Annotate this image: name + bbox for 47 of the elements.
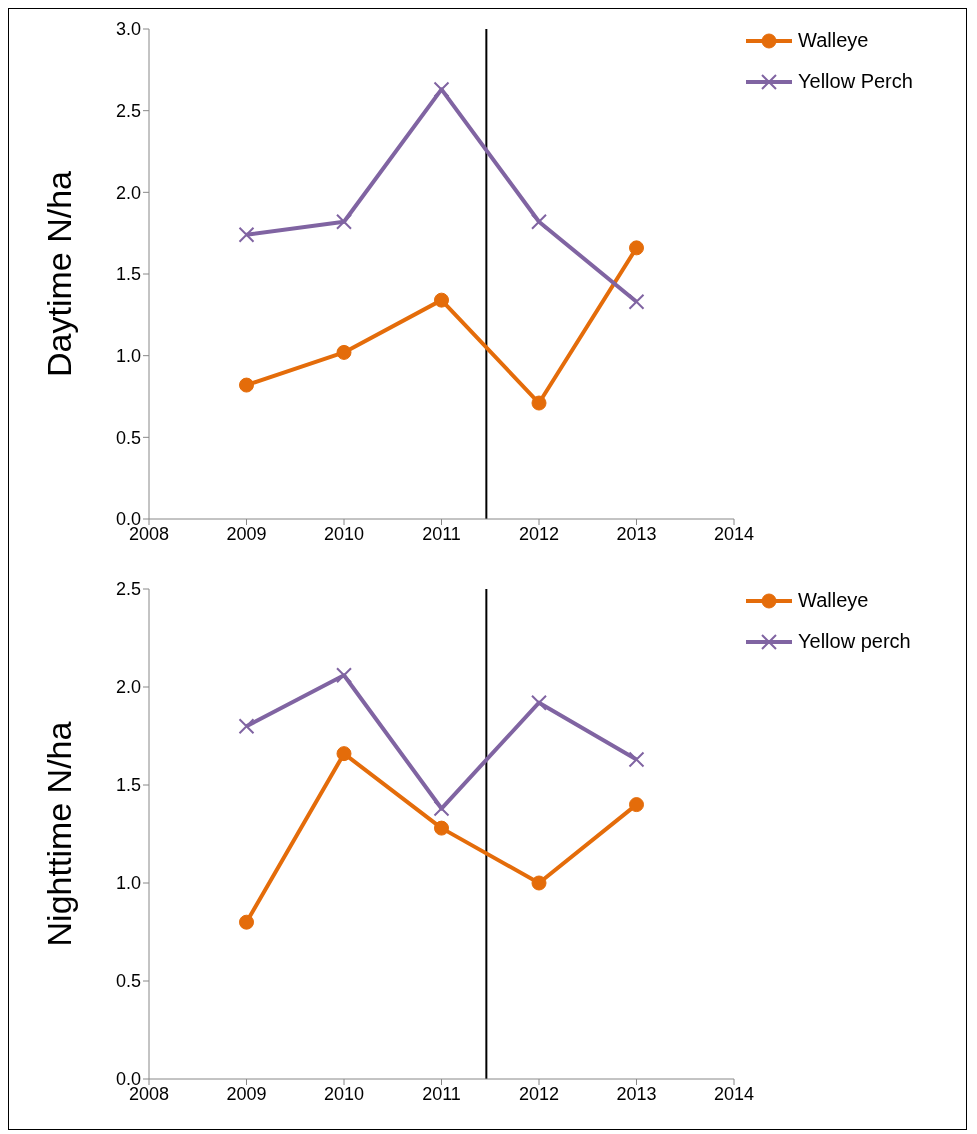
point (336, 344, 352, 360)
point (336, 667, 352, 684)
point (238, 718, 255, 735)
x-tick-label: 2013 (616, 1083, 657, 1104)
y-axis-title: Nighttime N/ha (40, 721, 79, 947)
x-tick-label: 2009 (226, 523, 267, 544)
point (531, 875, 547, 891)
x-tick-label: 2014 (713, 523, 755, 544)
point (336, 746, 352, 762)
x-tick-label: 2012 (518, 1083, 560, 1104)
x-tick-label: 2009 (226, 1083, 267, 1104)
point (628, 751, 645, 768)
x-tick-label: 2011 (422, 1083, 461, 1104)
y-tick-label: 1.0 (115, 346, 141, 367)
y-tick-label: 2.0 (115, 182, 141, 203)
y-tick-label: 1.5 (115, 775, 141, 796)
legend-label: Yellow perch (798, 630, 911, 653)
legend-label: Yellow Perch (798, 70, 913, 93)
point (434, 292, 449, 308)
y-tick-label: 2.5 (115, 101, 141, 122)
y-tick-label: 0.5 (115, 971, 141, 992)
point (239, 914, 254, 930)
y-axis-title: Daytime N/ha (40, 170, 79, 377)
y-tick-label: 2.0 (115, 677, 141, 698)
legend-label: Walleye (798, 29, 869, 52)
y-tick-label: 1.5 (115, 264, 141, 285)
point (239, 377, 254, 393)
x-tick-label: 2013 (616, 523, 657, 544)
x-tick-label: 2010 (323, 1083, 365, 1104)
point (238, 226, 255, 243)
x-tick-label: 2012 (518, 523, 560, 544)
point (629, 240, 644, 256)
y-tick-label: 1.0 (115, 873, 141, 894)
point (628, 293, 645, 310)
point (531, 395, 547, 411)
y-tick-label: 3.0 (115, 19, 141, 40)
y-tick-label: 2.5 (115, 579, 141, 600)
x-tick-label: 2014 (713, 1083, 755, 1104)
point (434, 820, 449, 836)
point (433, 800, 450, 817)
point (433, 81, 450, 98)
legend-label: Walleye (798, 589, 869, 612)
x-tick-label: 2010 (323, 523, 365, 544)
x-tick-label: 2011 (422, 523, 461, 544)
point (629, 797, 644, 813)
y-tick-label: 0.5 (115, 427, 141, 448)
point (336, 213, 352, 230)
